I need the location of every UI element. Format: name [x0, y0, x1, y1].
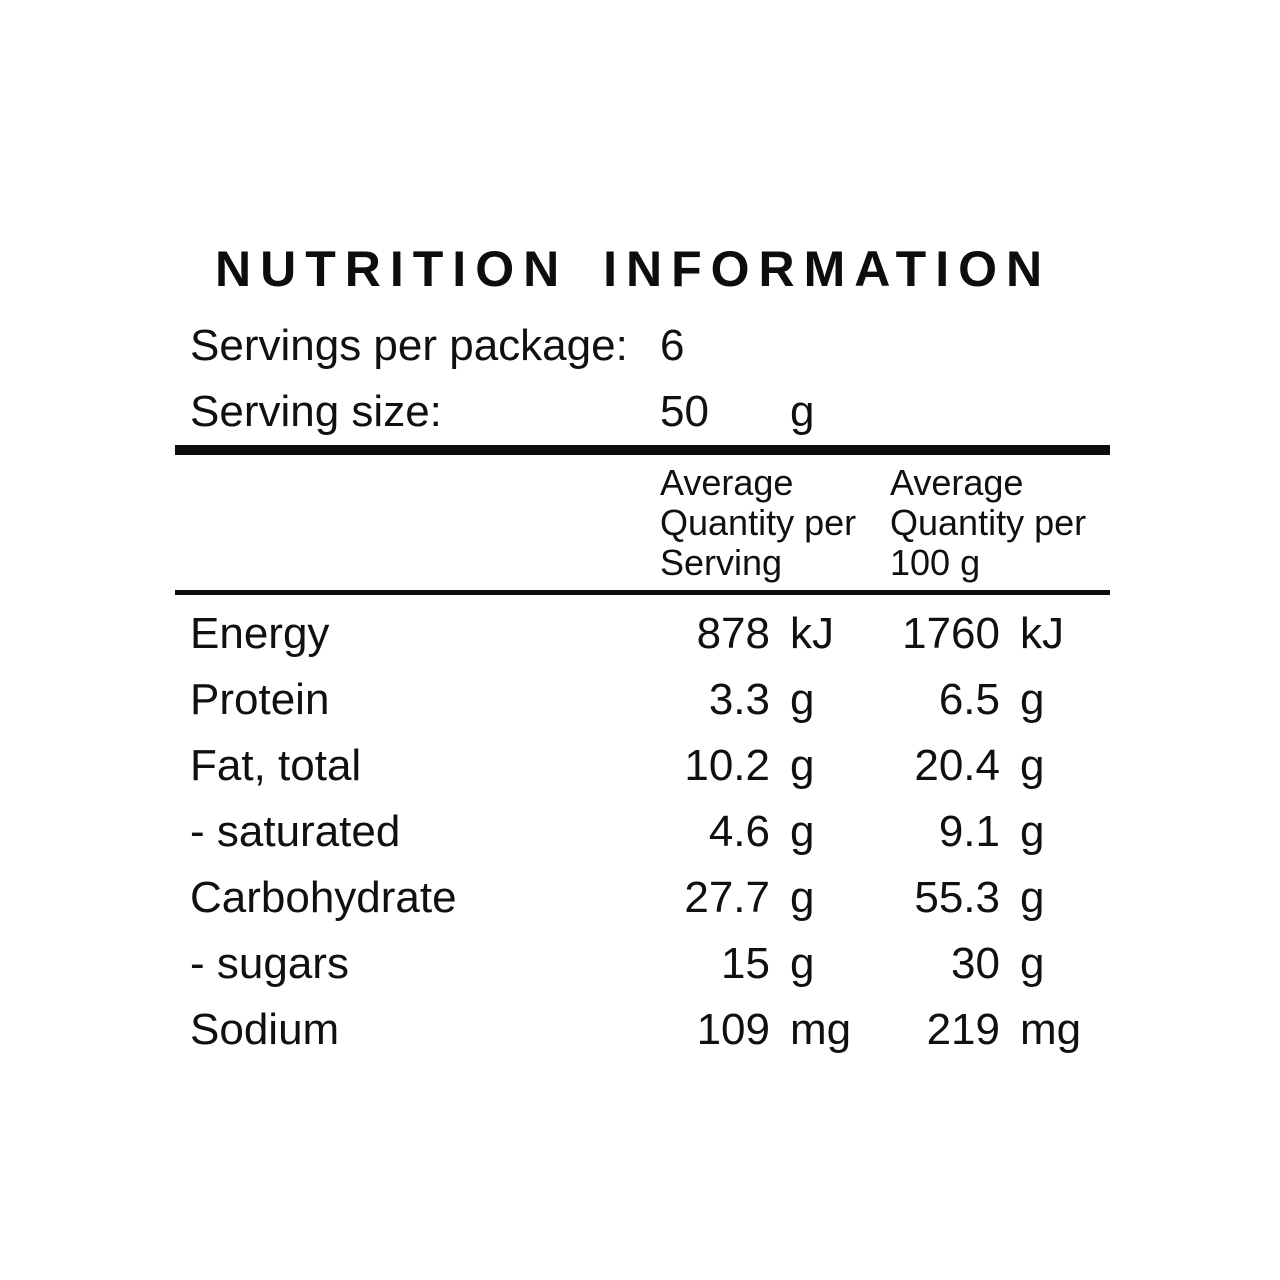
per-100g-header-line-1: Average — [890, 462, 1024, 503]
per-100g-value: 9.1 — [938, 807, 1000, 856]
header-bottom-rule — [175, 590, 1110, 595]
table-row-sodium: Sodium 109 mg 219 mg — [175, 997, 1110, 1063]
per-serving-value: 4.6 — [708, 807, 770, 856]
nutrient-column-header — [175, 463, 645, 583]
nutrient-name: Sodium — [190, 1005, 340, 1054]
per-100g-value: 20.4 — [914, 741, 1000, 790]
servings-per-package-value: 6 — [660, 321, 685, 370]
nutrient-name: Fat, total — [190, 741, 362, 790]
serving-size-unit: g — [790, 387, 815, 436]
table-row-saturated-fat: - saturated 4.6 g 9.1 g — [175, 799, 1110, 865]
per-100g-header-line-3: 100 g — [890, 542, 981, 583]
nutrition-panel: NUTRITION INFORMATION Servings per packa… — [175, 240, 1110, 1063]
nutrient-name: Energy — [190, 609, 330, 658]
per-100g-value: 1760 — [902, 609, 1000, 658]
table-row-sugars: - sugars 15 g 30 g — [175, 931, 1110, 997]
per-serving-unit: g — [790, 807, 815, 856]
per-serving-header-line-2: Quantity per — [660, 502, 857, 543]
table-row-protein: Protein 3.3 g 6.5 g — [175, 667, 1110, 733]
per-serving-value: 109 — [696, 1005, 770, 1054]
table-row-energy: Energy 878 kJ 1760 kJ — [175, 601, 1110, 667]
per-serving-unit: g — [790, 741, 815, 790]
per-100g-unit: g — [1020, 741, 1045, 790]
panel-title: NUTRITION INFORMATION — [215, 241, 1052, 297]
per-serving-unit: mg — [790, 1005, 852, 1054]
servings-per-package-row: Servings per package: 6 — [175, 313, 1110, 379]
serving-size-value: 50 — [660, 387, 709, 436]
per-100g-value: 219 — [926, 1005, 1000, 1054]
per-100g-unit: g — [1020, 939, 1045, 988]
per-serving-header-line-1: Average — [660, 462, 794, 503]
per-serving-unit: g — [790, 675, 815, 724]
per-serving-unit: kJ — [790, 609, 834, 658]
per-serving-value: 3.3 — [708, 675, 770, 724]
per-100g-header-line-2: Quantity per — [890, 502, 1087, 543]
table-row-fat-total: Fat, total 10.2 g 20.4 g — [175, 733, 1110, 799]
per-100g-unit: g — [1020, 807, 1045, 856]
nutrient-name: Carbohydrate — [190, 873, 457, 922]
per-100g-value: 55.3 — [914, 873, 1000, 922]
per-100g-column-header: Average Quantity per 100 g — [890, 463, 1110, 583]
per-100g-value: 30 — [951, 939, 1000, 988]
per-100g-unit: g — [1020, 873, 1045, 922]
per-serving-column-header: Average Quantity per Serving — [645, 463, 890, 583]
table-row-carbohydrate: Carbohydrate 27.7 g 55.3 g — [175, 865, 1110, 931]
per-100g-value: 6.5 — [938, 675, 1000, 724]
per-serving-unit: g — [790, 939, 815, 988]
per-serving-value: 15 — [721, 939, 770, 988]
per-100g-unit: g — [1020, 675, 1045, 724]
per-serving-header-line-3: Serving — [660, 542, 783, 583]
servings-per-package-unit — [770, 313, 890, 379]
per-serving-value: 10.2 — [684, 741, 770, 790]
per-100g-unit: kJ — [1020, 609, 1064, 658]
nutrient-name: - saturated — [190, 807, 401, 856]
nutrient-rows: Energy 878 kJ 1760 kJ Protein 3.3 g 6.5 … — [175, 601, 1110, 1063]
serving-size-row: Serving size: 50 g — [175, 379, 1110, 445]
per-serving-unit: g — [790, 873, 815, 922]
per-100g-unit: mg — [1020, 1005, 1082, 1054]
table-header-row: Average Quantity per Serving Average Qua… — [175, 455, 1110, 590]
servings-per-package-label: Servings per package: — [190, 321, 628, 370]
table-top-rule — [175, 445, 1110, 455]
nutrient-name: Protein — [190, 675, 330, 724]
per-serving-value: 27.7 — [684, 873, 770, 922]
serving-size-label: Serving size: — [190, 387, 442, 436]
nutrient-name: - sugars — [190, 939, 349, 988]
per-serving-value: 878 — [696, 609, 770, 658]
